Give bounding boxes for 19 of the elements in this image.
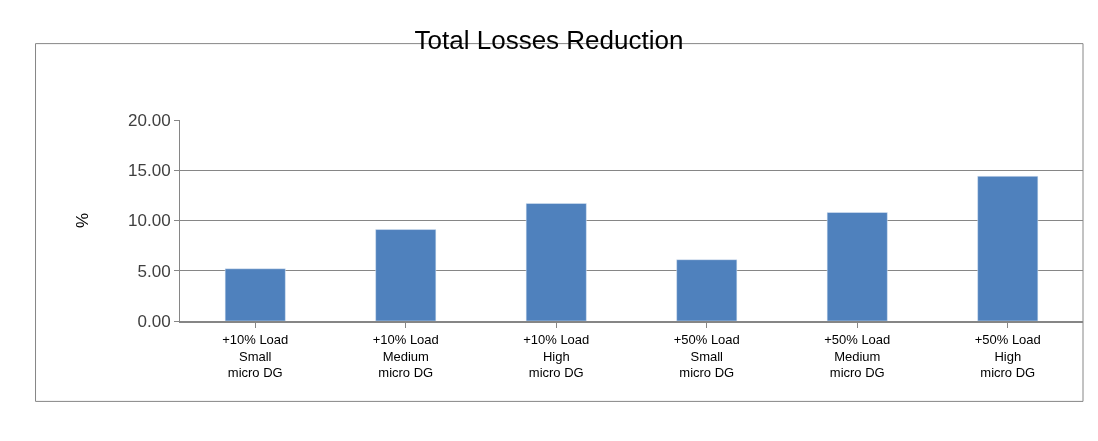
x-tick-label: +50% Load Medium micro DG: [824, 331, 891, 381]
y-axis-title: %: [72, 212, 92, 229]
y-tick-label: 15.00: [128, 161, 171, 181]
bar: [525, 203, 587, 321]
bar: [375, 229, 437, 321]
y-tick-label: 0.00: [137, 311, 171, 331]
x-tick-label: +10% Load High micro DG: [523, 331, 590, 381]
bar: [224, 268, 286, 321]
bar: [826, 212, 888, 321]
x-tick-label: +10% Load Medium micro DG: [372, 331, 439, 381]
x-tick-label: +10% Load Small micro DG: [222, 331, 289, 381]
x-tick-label: +50% Load High micro DG: [974, 331, 1041, 381]
y-tick-label: 5.00: [137, 261, 171, 281]
y-tick-label: 20.00: [128, 110, 171, 130]
y-tick-label: 10.00: [128, 211, 171, 231]
bar: [676, 259, 738, 321]
chart-title: Total Losses Reduction: [414, 25, 684, 56]
x-tick-label: +50% Load Small micro DG: [673, 331, 740, 381]
bar: [977, 176, 1039, 321]
